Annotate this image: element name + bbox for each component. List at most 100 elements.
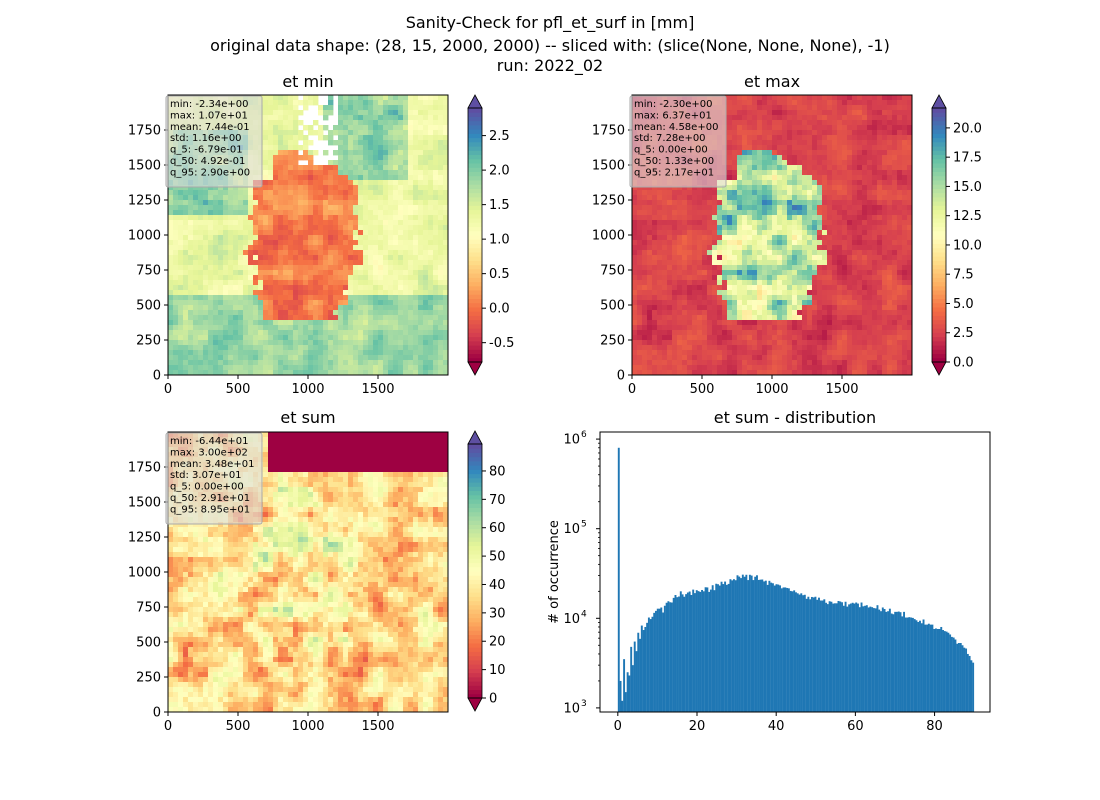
histogram-bar (706, 587, 709, 712)
histogram-bar (628, 675, 631, 712)
histogram-bar (848, 604, 851, 712)
histogram-bar (732, 579, 735, 712)
colorbar-segment (468, 213, 482, 219)
histogram-bar (881, 607, 884, 712)
colorbar-segment (468, 617, 482, 623)
colorbar-segment (932, 163, 946, 168)
histogram-bar (640, 625, 643, 712)
colorbar-tick-label: 30 (489, 606, 506, 621)
x-tick-label: 1500 (361, 719, 394, 734)
histogram-bar (685, 594, 688, 712)
colorbar-segment (468, 129, 482, 134)
colorbar-segment (468, 494, 482, 500)
histogram-bar (857, 603, 859, 712)
colorbar-frame (467, 443, 483, 699)
colorbar-segment (468, 175, 482, 181)
histogram-bar (701, 589, 704, 712)
colorbar-segment (468, 340, 482, 346)
hist-x-tick-label: 40 (768, 719, 785, 734)
histogram-bar (816, 599, 819, 712)
colorbar-tick-label: 1.5 (489, 198, 510, 213)
colorbar-tick-label: 60 (489, 521, 506, 536)
histogram-bar (825, 602, 828, 712)
colorbar-tick-label: 0.0 (489, 302, 510, 317)
histogram-bar (947, 632, 950, 712)
hist-y-tick-exponent: 4 (581, 609, 587, 619)
colorbar-segment (932, 260, 946, 266)
colorbar-segment (468, 668, 482, 674)
figure-title-line-1: Sanity-Check for pfl_et_surf in [mm] (405, 13, 695, 32)
colorbar-tick-label: 0.0 (953, 356, 974, 371)
histogram-bar (750, 575, 753, 712)
colorbar-segment (468, 235, 482, 240)
y-tick-label: 250 (136, 334, 161, 349)
colorbar-segment (468, 647, 482, 652)
colorbar-segment (932, 141, 946, 147)
colorbar-segment (468, 298, 482, 304)
colorbar: 0.0 2.5 5.0 7.5 10.0 12.5 15.0 17.5 20.0 (931, 94, 982, 376)
colorbar-segment (932, 336, 946, 342)
colorbar-segment (932, 116, 946, 122)
histogram-bar (880, 611, 882, 712)
histogram-bar (649, 619, 652, 712)
stats-line: std: 1.16e+00 (170, 133, 242, 144)
histogram-bar (736, 575, 739, 712)
colorbar-tick-label: 20.0 (953, 121, 982, 136)
y-tick-label: 500 (600, 299, 625, 314)
colorbar-segment (932, 129, 946, 134)
stats-line: min: -6.44e+01 (170, 436, 249, 447)
figure-title-line-2: original data shape: (28, 15, 2000, 2000… (210, 36, 890, 55)
histogram-bar (826, 604, 829, 712)
colorbar-segment (468, 184, 482, 189)
histogram-bar (676, 597, 679, 712)
y-tick-label: 1750 (128, 461, 161, 476)
x-tick-label: 1000 (291, 719, 324, 734)
histogram-bar (681, 594, 684, 712)
y-tick-label: 0 (153, 369, 161, 384)
colorbar-segment (468, 672, 482, 678)
colorbar-segment (932, 243, 946, 249)
stats-line: min: -2.34e+00 (170, 99, 249, 110)
histogram-bar (926, 624, 929, 712)
histogram-bar (915, 620, 918, 712)
colorbar-segment (468, 676, 482, 682)
histogram-bar (619, 680, 622, 712)
histogram-bar (855, 602, 858, 712)
histogram-bar (810, 596, 813, 712)
colorbar-segment (468, 613, 482, 619)
histogram-bar (669, 602, 672, 712)
colorbar-segment (932, 239, 946, 244)
histogram-bar (823, 599, 826, 712)
colorbar-segment (468, 167, 482, 172)
colorbar-segment (932, 112, 946, 117)
x-tick-label: 0 (164, 719, 172, 734)
colorbar-segment (932, 226, 946, 232)
histogram-bar (874, 608, 877, 712)
colorbar-segment (932, 357, 946, 363)
histogram-bar (945, 631, 948, 712)
colorbar-segment (468, 520, 482, 525)
histogram-bar (800, 593, 803, 712)
colorbar-segment (468, 562, 482, 568)
histogram-bar (844, 601, 847, 712)
histogram-bar (837, 600, 840, 712)
histogram-bar (835, 603, 838, 712)
histogram-bar (752, 580, 755, 712)
histogram-bar (956, 643, 959, 712)
histogram-bar (748, 574, 751, 712)
histogram-bar (780, 588, 783, 712)
colorbar-segment (468, 583, 482, 589)
colorbar-segment (468, 209, 482, 215)
histogram-bar (623, 659, 626, 712)
colorbar-segment (468, 302, 482, 308)
histogram-bar (919, 620, 921, 712)
histogram-bar (743, 576, 746, 712)
y-tick-label: 750 (136, 601, 161, 616)
histogram-bar (860, 602, 863, 712)
colorbar-segment (468, 196, 482, 202)
histogram-bar (913, 619, 916, 712)
colorbar-segment (468, 323, 482, 329)
histogram-bar (798, 594, 801, 712)
histogram-bar (653, 612, 656, 712)
